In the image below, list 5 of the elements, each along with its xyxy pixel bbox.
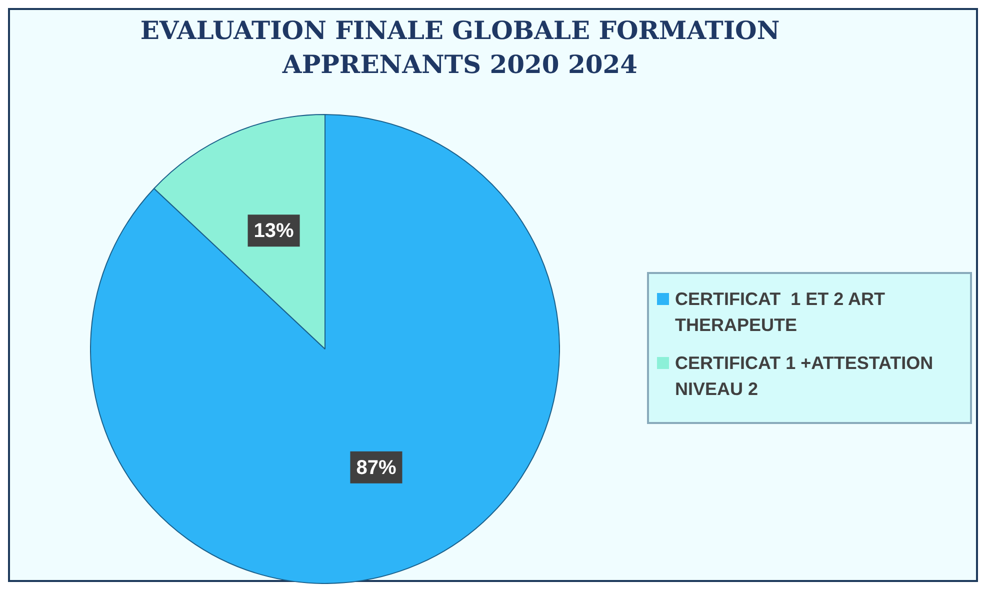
data-label: 13% xyxy=(254,220,294,242)
legend-label: CERTIFICAT 1 ET 2 ART THERAPEUTE xyxy=(675,288,886,337)
data-label: 87% xyxy=(356,456,396,479)
legend-label: CERTIFICAT 1 +ATTESTATION NIVEAU 2 xyxy=(675,352,934,401)
chart-title: EVALUATION FINALE GLOBALE FORMATION APPRENANTS 2020 2024 xyxy=(139,15,781,81)
